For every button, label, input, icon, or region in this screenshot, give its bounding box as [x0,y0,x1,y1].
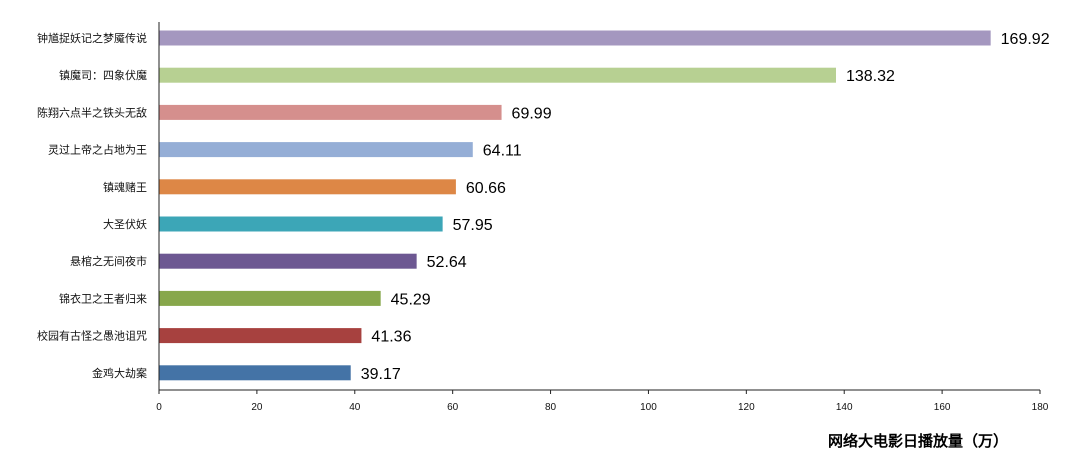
bar [159,142,473,158]
bar [159,328,362,344]
x-axis-title: 网络大电影日播放量（万） [828,432,1008,450]
category-label: 金鸡大劫案 [92,366,147,380]
x-tick-label: 80 [545,402,557,413]
x-tick-label: 120 [738,402,755,413]
value-label: 169.92 [1001,31,1050,48]
bars-layer [159,30,991,381]
value-label: 60.66 [466,180,506,197]
bar [159,290,381,306]
bar [159,365,351,381]
bar [159,216,443,232]
value-label: 69.99 [512,105,552,122]
category-label: 镇魔司：四象伏魔 [59,68,147,82]
value-label: 64.11 [483,143,522,160]
x-tick-label: 20 [251,402,263,413]
x-tick-label: 180 [1032,402,1049,413]
x-tick-label: 0 [156,402,162,413]
category-label: 钟馗捉妖记之梦魇传说 [37,31,147,45]
bar [159,104,502,120]
x-tick-label: 140 [836,402,853,413]
category-label: 镇魂赌王 [103,180,147,194]
value-label: 39.17 [361,366,401,383]
category-label: 校园有古怪之愚池诅咒 [37,329,147,343]
bar [159,179,456,195]
value-label: 41.36 [371,329,411,346]
x-tick-label: 100 [640,402,657,413]
axis-layer: 0 20 40 60 80 100 120 140 160 180 [156,22,1049,413]
category-label: 锦衣卫之王者归来 [59,291,147,305]
bar [159,253,417,269]
category-label: 大圣伏妖 [103,217,147,231]
category-label: 悬棺之无间夜市 [70,254,147,268]
value-label: 45.29 [391,291,431,308]
category-label: 灵过上帝之占地为王 [48,143,147,157]
value-label: 52.64 [427,254,467,271]
labels-layer: 钟馗捉妖记之梦魇传说 169.92 镇魔司：四象伏魔 138.32 陈翔六点半之铁头无敌… [37,31,1050,383]
x-tick-label: 60 [447,402,459,413]
bar [159,30,991,46]
x-tick-label: 160 [934,402,951,413]
category-label: 陈翔六点半之铁头无敌 [37,105,147,119]
value-label: 138.32 [846,68,895,85]
x-tick-label: 40 [349,402,361,413]
bar [159,67,836,83]
value-label: 57.95 [453,217,493,234]
